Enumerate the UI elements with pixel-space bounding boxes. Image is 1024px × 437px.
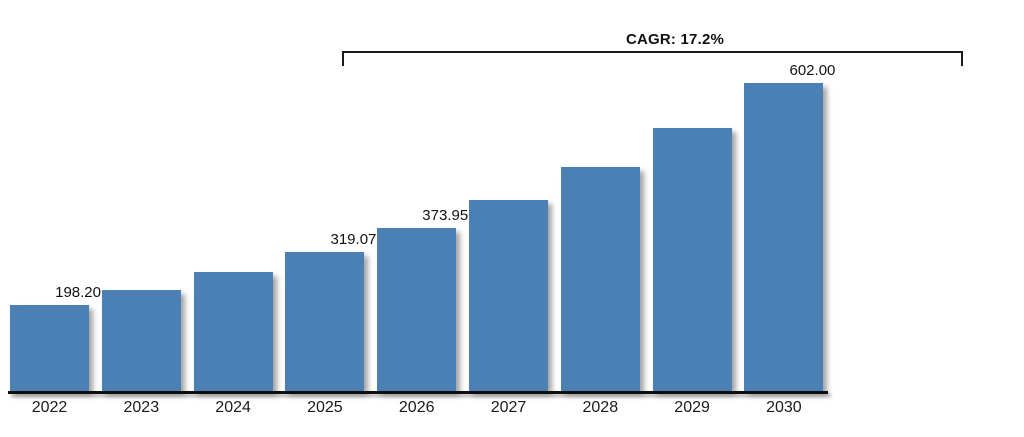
- x-tick-label-2028: 2028: [582, 399, 619, 416]
- bar-2025: [285, 251, 365, 391]
- x-axis-line: [8, 391, 828, 394]
- x-tick-label-2022: 2022: [31, 399, 68, 416]
- bar-2028: [560, 166, 640, 391]
- cagr-label: CAGR: 17.2%: [625, 31, 725, 48]
- data-label-2030: 602.00: [789, 62, 836, 79]
- bar-2022: [10, 304, 89, 391]
- bar-2030: [744, 83, 824, 391]
- bar-2027: [469, 199, 548, 391]
- bar-2026: [377, 227, 457, 391]
- data-label-2025: 319.07: [330, 230, 377, 248]
- bar-2023: [101, 289, 181, 391]
- x-tick-label-2024: 2024: [215, 399, 251, 416]
- x-tick-label-2030: 2030: [766, 399, 802, 416]
- x-tick-label-2027: 2027: [490, 399, 527, 416]
- x-tick-label-2025: 2025: [307, 399, 343, 416]
- bar-2029: [652, 128, 732, 391]
- data-label-2026: 373.95: [422, 206, 469, 224]
- bar-2024: [193, 272, 273, 391]
- x-tick-label-2029: 2029: [674, 399, 710, 416]
- cagr-bracket: [342, 51, 963, 66]
- x-tick-label-2023: 2023: [123, 399, 160, 416]
- data-label-2022: 198.20: [55, 283, 101, 301]
- x-tick-label-2026: 2026: [398, 399, 435, 416]
